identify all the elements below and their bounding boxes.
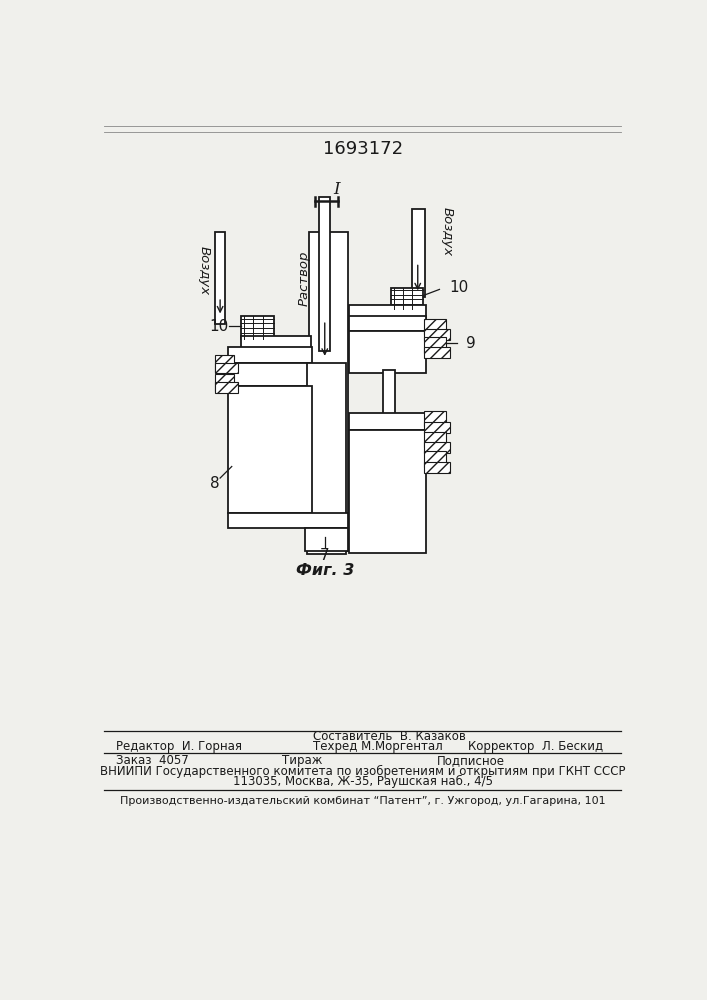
Text: Тираж: Тираж	[282, 754, 322, 767]
Bar	[241, 316, 274, 339]
Bar	[424, 319, 445, 334]
Bar	[424, 451, 445, 466]
Text: Техред М.Моргентал: Техред М.Моргентал	[313, 740, 443, 753]
Text: 10: 10	[209, 319, 228, 334]
Text: ВНИИПИ Государственного комитета по изобретениям и открытиям при ГКНТ СССР: ВНИИПИ Государственного комитета по изоб…	[100, 765, 626, 778]
Bar	[424, 422, 450, 433]
Bar	[309, 232, 348, 551]
Text: 1693172: 1693172	[322, 140, 403, 158]
Text: Воздух: Воздух	[198, 246, 211, 295]
Text: Корректор  Л. Бескид: Корректор Л. Бескид	[468, 740, 603, 753]
Text: 9: 9	[466, 336, 476, 351]
Text: Воздух: Воздух	[440, 207, 454, 256]
Bar	[391, 288, 423, 309]
Bar	[424, 411, 445, 426]
Bar	[349, 430, 426, 553]
Bar	[412, 209, 425, 297]
Text: Раствор: Раствор	[298, 250, 310, 306]
Bar	[215, 382, 238, 393]
Text: Составитель  В. Казаков: Составитель В. Казаков	[313, 730, 466, 743]
Text: 10: 10	[450, 280, 469, 295]
Text: I: I	[333, 181, 339, 198]
Bar	[215, 363, 238, 373]
Bar	[228, 386, 312, 513]
Bar	[228, 513, 348, 528]
Bar	[349, 316, 426, 331]
Bar	[349, 413, 426, 430]
Bar	[305, 528, 348, 551]
Bar	[424, 347, 450, 358]
Text: Фиг. 3: Фиг. 3	[296, 563, 354, 578]
Bar	[241, 336, 311, 349]
Text: Редактор  И. Горная: Редактор И. Горная	[115, 740, 242, 753]
Bar	[424, 462, 450, 473]
Text: Производственно-издательский комбинат “Патент”, г. Ужгород, ул.Гагарина, 101: Производственно-издательский комбинат “П…	[120, 796, 605, 806]
Bar	[215, 232, 225, 324]
Bar	[424, 337, 445, 353]
Bar	[228, 363, 312, 386]
Bar	[424, 442, 450, 453]
Bar	[215, 374, 234, 391]
Bar	[383, 370, 395, 432]
Bar	[349, 305, 426, 319]
Text: 113035, Москва, Ж-35, Раушская наб., 4/5: 113035, Москва, Ж-35, Раушская наб., 4/5	[233, 775, 493, 788]
Text: Заказ  4057: Заказ 4057	[115, 754, 188, 767]
Text: Подписное: Подписное	[437, 754, 505, 767]
Bar	[424, 329, 450, 340]
Bar	[228, 347, 312, 363]
Bar	[349, 331, 426, 373]
Text: 8: 8	[210, 476, 219, 491]
Bar	[215, 355, 234, 372]
Bar	[320, 197, 330, 351]
Bar	[424, 432, 445, 447]
Text: 7: 7	[320, 548, 329, 563]
Bar	[307, 363, 346, 554]
